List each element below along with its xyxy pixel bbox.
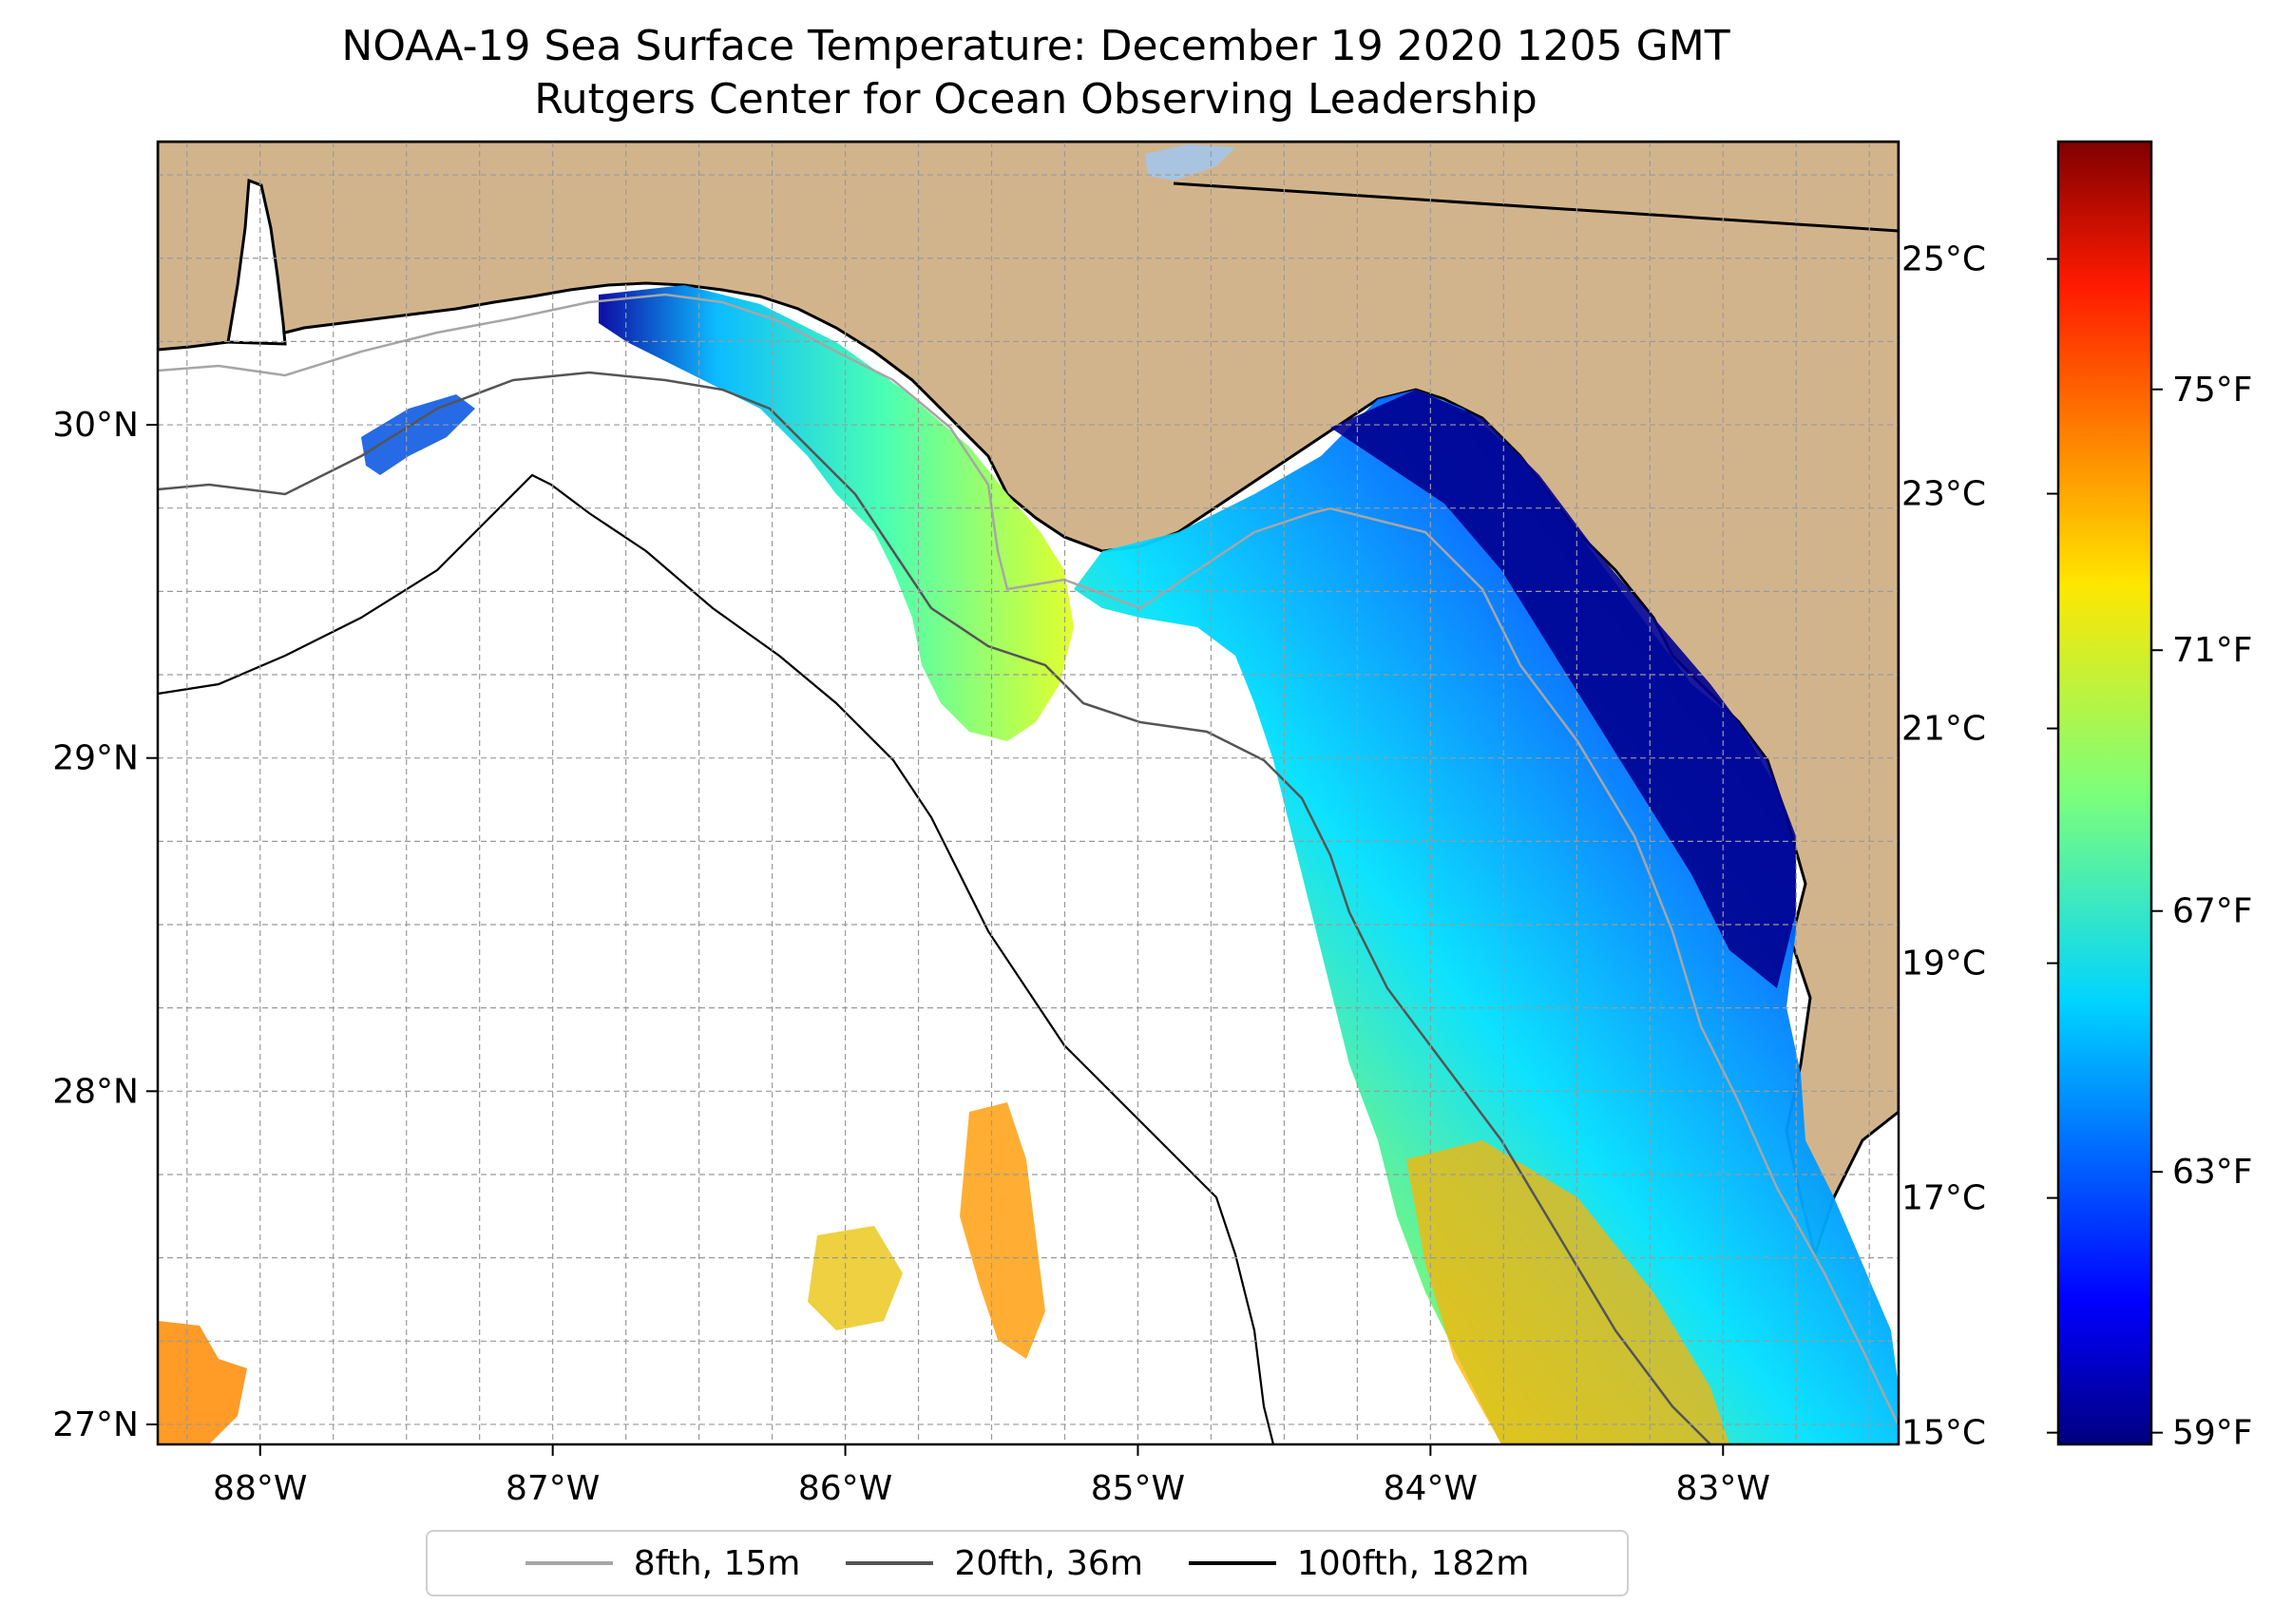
legend-swatch-100fth [1188, 1561, 1276, 1565]
legend-swatch-20fth [846, 1561, 934, 1565]
legend-label-100fth: 100fth, 182m [1296, 1543, 1530, 1583]
colorbar-fahrenheit-label: 71°F [2172, 631, 2253, 670]
lake [1145, 144, 1235, 181]
legend-item-8fth: 8fth, 15m [525, 1543, 801, 1583]
isobath-100fth [158, 473, 1275, 1444]
colorbar-fahrenheit-label: 59°F [2172, 1414, 2253, 1453]
sst-warm-southeast [1406, 1140, 1729, 1444]
legend-item-20fth: 20fth, 36m [846, 1544, 1143, 1583]
lon-tick-label: 85°W [1091, 1469, 1185, 1508]
map-frame [156, 140, 1900, 1446]
colorbar-celsius-label: 25°C [1901, 240, 1986, 279]
colorbar [2056, 140, 2153, 1446]
lon-tick-label: 86°W [798, 1469, 892, 1508]
legend-label-8fth: 8fth, 15m [633, 1543, 801, 1583]
colorbar-celsius-axis: 15°C 17°C 19°C 21°C 23°C 25°C [1901, 240, 2058, 1453]
map-gridlines [158, 142, 1899, 1444]
lon-tick-label: 87°W [506, 1469, 600, 1508]
lon-tick-label: 84°W [1384, 1469, 1478, 1508]
isobath-20fth [158, 371, 1711, 1444]
map-subtitle: Rutgers Center for Ocean Observing Leade… [534, 75, 1538, 124]
isobath-8fth [158, 293, 1899, 1426]
colorbar-celsius-label: 19°C [1901, 945, 1986, 984]
colorbar-fahrenheit-label: 67°F [2172, 892, 2253, 931]
colorbar-celsius-label: 21°C [1901, 710, 1986, 749]
colorbar-celsius-label: 15°C [1901, 1414, 1986, 1453]
colorbar-celsius-label: 23°C [1901, 475, 1986, 514]
longitude-axis: 88°W 87°W 86°W 85°W 84°W 83°W [213, 1444, 1770, 1508]
sst-patch-south-2 [808, 1226, 903, 1330]
colorbar-fahrenheit-axis: 59°F 63°F 67°F 71°F 75°F [2151, 371, 2253, 1453]
lon-tick-label: 83°W [1676, 1469, 1770, 1508]
lat-tick-label: 30°N [52, 406, 139, 445]
legend-swatch-8fth [525, 1561, 613, 1565]
lat-tick-label: 28°N [52, 1072, 139, 1111]
isobath-legend: 8fth, 15m 20fth, 36m 100fth, 182m [426, 1530, 1629, 1596]
sst-patch-southwest [158, 1321, 247, 1444]
sst-patch-south [960, 1102, 1045, 1359]
colorbar-fahrenheit-label: 75°F [2172, 371, 2253, 410]
colorbar-celsius-label: 17°C [1901, 1179, 1986, 1218]
colorbar-fahrenheit-label: 63°F [2172, 1153, 2253, 1192]
sst-cold-nearshore [1330, 390, 1796, 988]
sst-field-west [599, 285, 1074, 741]
map-title: NOAA-19 Sea Surface Temperature: Decembe… [341, 22, 1730, 70]
lat-tick-label: 27°N [52, 1405, 139, 1444]
legend-item-100fth: 100fth, 182m [1188, 1543, 1530, 1583]
lon-tick-label: 88°W [213, 1469, 307, 1508]
bay-water [226, 178, 287, 346]
lat-tick-label: 29°N [52, 739, 139, 778]
sst-field-east [1074, 390, 1899, 1444]
state-border [1173, 182, 1899, 233]
sst-patch-west [361, 394, 475, 475]
latitude-axis: 27°N 28°N 29°N 30°N [52, 406, 158, 1444]
legend-label-20fth: 20fth, 36m [954, 1543, 1143, 1583]
